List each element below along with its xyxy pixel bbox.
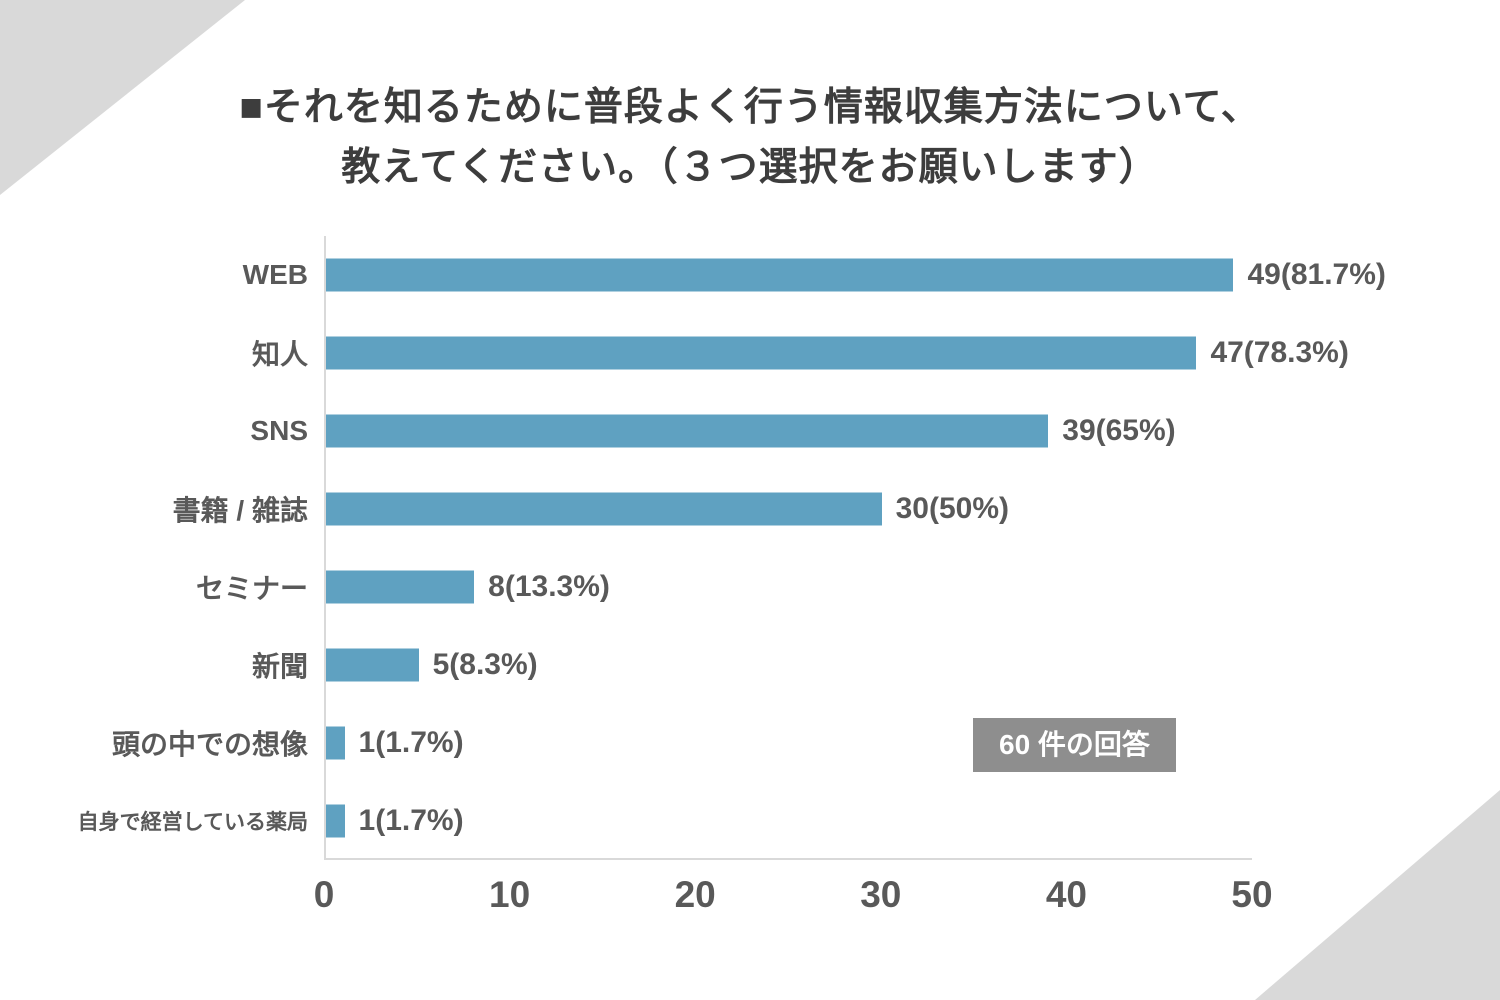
bar-track: 49(81.7%) bbox=[324, 236, 1386, 314]
x-axis-tick-label: 50 bbox=[1231, 874, 1273, 915]
bar-row: WEB 49(81.7%) bbox=[38, 236, 1386, 314]
category-label: 新聞 bbox=[251, 651, 308, 682]
value-label: 39(65%) bbox=[1062, 414, 1176, 447]
response-count-badge: 60 件の回答 bbox=[973, 718, 1176, 772]
bar bbox=[326, 414, 1049, 448]
bar-track: 47(78.3%) bbox=[324, 314, 1349, 392]
bar-row: 書籍 / 雑誌 30(50%) bbox=[38, 470, 1252, 548]
value-label: 5(8.3%) bbox=[432, 648, 538, 681]
value-label: 1(1.7%) bbox=[358, 804, 464, 837]
bar-rows: WEB 49(81.7%) 知人 47(78.3%) SNS 39(65%) 書籍 / 雑誌… bbox=[38, 236, 1386, 860]
bar bbox=[326, 492, 882, 526]
chart-title-line-2: 教えてください。（３つ選択をお願いします） bbox=[341, 146, 1159, 190]
horizontal-bar-chart: WEB 49(81.7%) 知人 47(78.3%) SNS 39(65%) 書籍 / 雑誌… bbox=[38, 236, 1386, 924]
category-label: セミナー bbox=[195, 573, 308, 604]
category-label: SNS bbox=[250, 415, 308, 446]
category-label: 自身で経営している薬局 bbox=[77, 811, 308, 834]
corner-decoration-bottom-right bbox=[1255, 790, 1500, 1000]
chart-title: ■それを知るために普段よく行う情報収集方法について、 教えてください。（３つ選択を… bbox=[0, 78, 1500, 199]
bar bbox=[326, 258, 1234, 292]
bar-row: 頭の中での想像 1(1.7%) bbox=[38, 704, 1252, 782]
value-label: 30(50%) bbox=[895, 492, 1009, 525]
bar bbox=[326, 804, 345, 838]
bar-track: 8(13.3%) bbox=[324, 548, 1252, 626]
value-label: 1(1.7%) bbox=[358, 726, 464, 759]
bar-track: 39(65%) bbox=[324, 392, 1252, 470]
x-axis-tick-label: 20 bbox=[674, 874, 716, 915]
value-label: 8(13.3%) bbox=[488, 570, 610, 603]
x-axis-tick-label: 10 bbox=[489, 874, 531, 915]
x-axis-tick-label: 40 bbox=[1045, 874, 1087, 915]
bar-row: 新聞 5(8.3%) bbox=[38, 626, 1252, 704]
bar-row: 知人 47(78.3%) bbox=[38, 314, 1349, 392]
bar bbox=[326, 336, 1197, 370]
bar-track: 1(1.7%) bbox=[324, 782, 1252, 860]
bar-track: 30(50%) bbox=[324, 470, 1252, 548]
category-label: 知人 bbox=[251, 339, 308, 370]
category-label: WEB bbox=[242, 259, 308, 290]
bar-track: 1(1.7%) bbox=[324, 704, 1252, 782]
bar bbox=[326, 570, 475, 604]
x-axis-tick-label: 30 bbox=[860, 874, 902, 915]
bar-track: 5(8.3%) bbox=[324, 626, 1252, 704]
bar bbox=[326, 648, 419, 682]
x-axis: 0 10 20 30 40 50 bbox=[314, 860, 1273, 924]
bar bbox=[326, 726, 345, 760]
chart-title-line-1: ■それを知るために普段よく行う情報収集方法について、 bbox=[239, 86, 1261, 129]
x-axis-tick-label: 0 bbox=[313, 874, 335, 915]
value-label: 49(81.7%) bbox=[1247, 258, 1386, 291]
value-label: 47(78.3%) bbox=[1210, 336, 1349, 369]
category-label: 書籍 / 雑誌 bbox=[172, 495, 308, 526]
bar-row: SNS 39(65%) bbox=[38, 392, 1252, 470]
bar-row: セミナー 8(13.3%) bbox=[38, 548, 1252, 626]
bar-row: 自身で経営している薬局 1(1.7%) bbox=[38, 782, 1252, 860]
category-label: 頭の中での想像 bbox=[111, 729, 308, 760]
